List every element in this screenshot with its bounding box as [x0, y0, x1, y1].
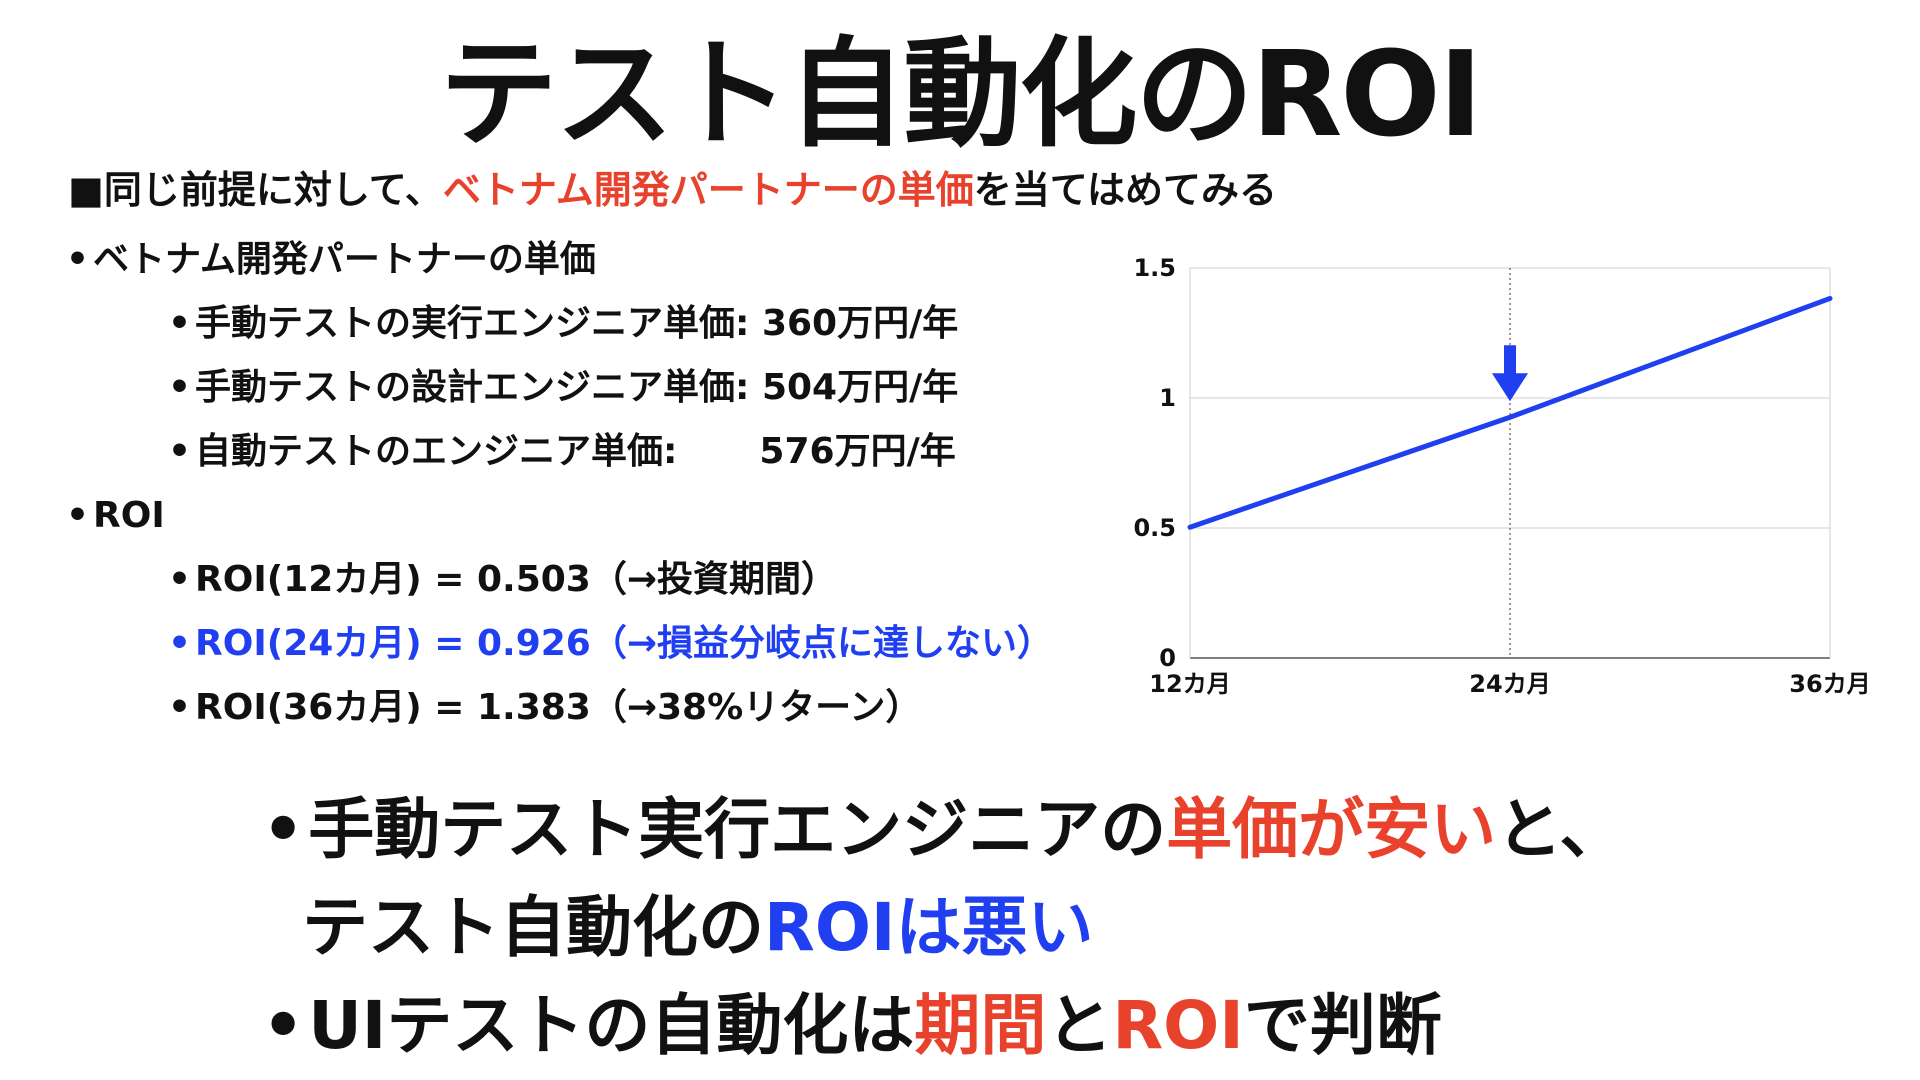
roi-section-heading: • ROI [66, 494, 165, 537]
roi-series-line [1187, 295, 1833, 530]
bullet-icon: • [168, 559, 192, 600]
price-item-label: 手動テストの実行エンジニア単価: [195, 303, 762, 344]
y-tick-label: 1.5 [1133, 254, 1176, 282]
x-tick-label: 24カ月 [1469, 670, 1550, 698]
price-section-heading: • ベトナム開発パートナーの単価 [66, 238, 596, 281]
roi-line-chart: 0 0.5 1 1.5 12カ月 24カ月 36カ月 [1133, 254, 1870, 698]
conclusion-text: UIテストの自動化は [308, 987, 915, 1064]
down-arrow-icon [1504, 345, 1516, 376]
y-tick-label: 0.5 [1133, 514, 1176, 542]
conclusion-text: 手動テスト実行エンジニアの [308, 791, 1167, 868]
bullet-icon: • [262, 791, 305, 868]
conclusion-1-line-2: テスト自動化のROIは悪い [302, 888, 1093, 967]
bullet-icon: • [168, 431, 192, 472]
roi-item-highlighted: • ROI(24カ月) = 0.926（→損益分岐点に達しない） [168, 622, 1053, 665]
price-item: • 手動テストの実行エンジニア単価: 360万円/年 [168, 302, 958, 345]
subtitle: ■同じ前提に対して、ベトナム開発パートナーの単価を当てはめてみる [68, 168, 1277, 214]
price-item: • 手動テストの設計エンジニア単価: 504万円/年 [168, 366, 958, 409]
bullet-icon: • [66, 239, 90, 280]
conclusion-text: と、 [1496, 791, 1626, 868]
down-arrow-icon-head [1492, 373, 1528, 402]
price-heading-text: ベトナム開発パートナーの単価 [93, 239, 596, 280]
slide-title: テスト自動化のROI [439, 25, 1482, 163]
roi-item: • ROI(36カ月) = 1.383（→38%リターン） [168, 686, 921, 729]
conclusion-highlight: ROI [1112, 987, 1244, 1064]
roi-heading-text: ROI [93, 495, 165, 536]
price-item-label: 自動テストのエンジニア単価: [195, 431, 678, 472]
conclusion-highlight: 期間 [914, 987, 1047, 1064]
bullet-icon: • [262, 987, 305, 1064]
y-tick-label: 0 [1159, 644, 1176, 672]
roi-item: • ROI(12カ月) = 0.503（→投資期間） [168, 558, 837, 601]
conclusion-text: で判断 [1243, 987, 1442, 1064]
price-item-value: 504万円/年 [761, 367, 959, 408]
conclusion-text: と [1046, 987, 1113, 1064]
price-item-label: 手動テストの設計エンジニア単価: [195, 367, 762, 408]
bullet-icon: • [168, 623, 192, 664]
price-item-value: 576万円/年 [759, 431, 956, 472]
conclusion-text: テスト自動化の [302, 889, 764, 966]
subtitle-suffix: を当てはめてみる [973, 168, 1277, 212]
x-tick-label: 36カ月 [1789, 670, 1870, 698]
roi-item-text: ROI(36カ月) = 1.383（→38%リターン） [195, 687, 922, 728]
bullet-icon: • [168, 303, 192, 344]
bullet-icon: • [168, 367, 192, 408]
conclusion-1-line-1: •手動テスト実行エンジニアの単価が安いと、 [262, 790, 1626, 869]
roi-item-text: ROI(24カ月) = 0.926（→損益分岐点に達しない） [195, 623, 1054, 664]
conclusion-highlight: ROIは悪い [764, 889, 1094, 966]
x-tick-label: 12カ月 [1149, 670, 1230, 698]
roi-item-text: ROI(12カ月) = 0.503（→投資期間） [195, 559, 838, 600]
price-item: • 自動テストのエンジニア単価: 576万円/年 [168, 430, 956, 473]
subtitle-highlight: ベトナム開発パートナーの単価 [442, 168, 974, 212]
conclusion-2: •UIテストの自動化は期間とROIで判断 [262, 986, 1442, 1065]
price-item-value: 360万円/年 [761, 303, 959, 344]
subtitle-prefix: ■同じ前提に対して、 [68, 168, 443, 212]
conclusion-highlight: 単価が安い [1166, 791, 1497, 868]
bullet-icon: • [168, 687, 192, 728]
bullet-icon: • [66, 495, 90, 536]
y-tick-label: 1 [1159, 384, 1176, 412]
